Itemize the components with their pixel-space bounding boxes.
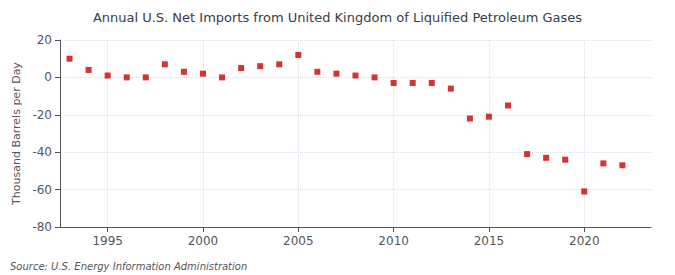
svg-text:0: 0: [44, 70, 52, 84]
svg-text:-60: -60: [32, 183, 52, 197]
svg-text:-20: -20: [32, 108, 52, 122]
svg-text:2015: 2015: [474, 234, 505, 248]
svg-text:20: 20: [37, 33, 52, 47]
svg-text:-80: -80: [32, 220, 52, 234]
svg-text:2020: 2020: [569, 234, 600, 248]
svg-text:1995: 1995: [92, 234, 123, 248]
svg-text:Annual U.S. Net Imports from U: Annual U.S. Net Imports from United King…: [93, 10, 582, 25]
svg-text:2005: 2005: [283, 234, 314, 248]
svg-text:2000: 2000: [188, 234, 219, 248]
svg-text:2010: 2010: [378, 234, 409, 248]
svg-text:-40: -40: [32, 145, 52, 159]
svg-text:Thousand Barrels per Day: Thousand Barrels per Day: [10, 62, 23, 206]
svg-text:Source: U.S. Energy Informatio: Source: U.S. Energy Information Administ…: [10, 261, 247, 272]
